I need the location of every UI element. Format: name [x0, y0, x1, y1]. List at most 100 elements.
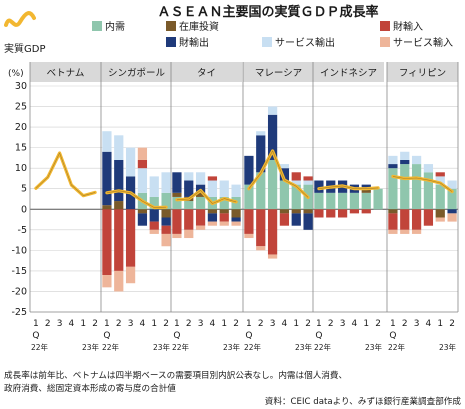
bar-gx-p3-q6: [231, 217, 241, 222]
gdp-line-p2: [105, 189, 168, 210]
bar-gm-p2-q2: [114, 209, 124, 271]
bar-gx-p6-q6: [447, 209, 457, 214]
bar-sm-p6-q2: [400, 229, 410, 234]
bar-dom-p6-q6: [447, 188, 457, 210]
panel-header-3: [171, 62, 242, 82]
bar-gm-p5-q3: [337, 209, 348, 218]
x-quarter-label: Q: [173, 331, 180, 341]
bar-dom-p6-q5: [435, 184, 445, 210]
bar-gx-p3-q3: [195, 184, 206, 193]
gdp-line-outline-p4: [248, 150, 309, 198]
bar-sx-p4-q2: [256, 131, 266, 136]
x-year-label: 22年: [102, 342, 120, 352]
x-year-label: 23年: [153, 342, 171, 352]
bar-sx-p6-q2: [400, 151, 410, 160]
x-tick-label: 3: [414, 319, 420, 329]
gdp-line-outline-p2: [106, 190, 167, 208]
x-tick-label: 3: [198, 319, 204, 329]
gdp-line-p5: [317, 184, 380, 191]
bar-inv-p3-q6: [231, 209, 241, 218]
bar-dom-p5-q3: [337, 192, 348, 210]
x-tick-label: 4: [352, 319, 358, 329]
bar-sx-p3-q2: [184, 172, 194, 181]
x-tick-label: 3: [128, 319, 134, 329]
bar-dom-p2-q5: [149, 196, 159, 210]
bar-gm-p5-q4: [349, 209, 360, 214]
source-note: 資料：CEIC dataより、みずほ銀行産業調査部作成: [265, 395, 462, 407]
bar-gm-p5-q2: [326, 209, 336, 218]
x-tick-label: 1: [246, 319, 252, 329]
bar-dom-p4-q2: [256, 172, 266, 210]
x-tick-label: 2: [186, 319, 192, 329]
bar-inv-p2-q6: [161, 209, 171, 218]
bar-inv-p3-q3: [195, 192, 206, 197]
bar-sm-p2-q2: [114, 270, 124, 292]
bar-sm-p4-q1: [244, 233, 254, 239]
bar-sm-p3-q4: [207, 221, 218, 226]
x-year-label: 23年: [82, 342, 100, 352]
bar-dom-p4-q3: [267, 159, 278, 210]
legend-swatch-inv: [166, 21, 176, 31]
y-tick-label: 5: [21, 184, 27, 195]
x-year-label: 23年: [223, 342, 241, 352]
bar-sx-p4-q4: [279, 164, 290, 169]
bar-sm-p2-q6: [161, 233, 171, 247]
bar-inv-p3-q4: [207, 209, 218, 214]
bar-dom-p6-q4: [423, 172, 434, 210]
bar-inv-p3-q1: [172, 192, 182, 197]
bar-sx-p6-q3: [411, 155, 422, 165]
y-tick-label: -15: [11, 266, 27, 277]
bar-gx-p3-q1: [172, 172, 182, 193]
bar-sx-p2-q5: [149, 176, 159, 197]
gdp-legend-label: 実質GDP: [4, 42, 45, 55]
x-tick-label: 3: [340, 319, 346, 329]
bar-inv-p2-q4: [137, 209, 148, 214]
panel-header-2: [101, 62, 172, 82]
bar-sm-p6-q3: [411, 229, 422, 234]
x-quarter-label: Q: [103, 331, 110, 341]
bar-sx-p3-q6: [231, 184, 241, 197]
x-year-label: 23年: [295, 342, 313, 352]
bar-dom-p5-q4: [349, 192, 360, 210]
bar-sx-p6-q6: [447, 180, 457, 189]
panel-title-1: ベトナム: [47, 68, 85, 79]
bar-dom-p4-q4: [279, 180, 290, 210]
gdp-line-p4: [247, 149, 310, 199]
x-tick-label: 3: [270, 319, 276, 329]
bar-gx-p2-q1: [102, 151, 112, 206]
bar-gx-p2-q4: [137, 213, 148, 226]
bar-sx-p2-q1: [102, 131, 112, 152]
bar-sm-p2-q5: [149, 229, 159, 234]
legend-label-sx: サービス輸出: [275, 36, 335, 49]
bar-gm-p5-q5: [361, 209, 371, 214]
y-unit-label: (%): [8, 69, 24, 79]
x-year-label: 23年: [365, 342, 383, 352]
bar-sm-p2-q4: [137, 147, 148, 160]
bar-gx-p4-q3: [267, 114, 278, 160]
x-tick-label: 2: [116, 319, 122, 329]
y-tick-label: 15: [15, 143, 27, 154]
bar-sx-p2-q3: [125, 147, 136, 177]
bar-dom-p6-q3: [411, 164, 422, 210]
bar-inv-p5-q5: [361, 188, 371, 193]
bar-gx-p2-q2: [114, 159, 124, 202]
bar-sx-p3-q5: [219, 180, 229, 197]
legend-label-dom: 内需: [105, 20, 125, 33]
bar-gm-p3-q1: [172, 209, 182, 234]
y-tick-label: 20: [15, 122, 27, 133]
gdp-line-outline-p6: [392, 176, 453, 192]
bar-gm-p6-q3: [411, 209, 422, 230]
bar-sx-p2-q4: [137, 168, 148, 193]
bar-gx-p5-q5: [361, 184, 371, 189]
x-year-label: 23年: [439, 342, 457, 352]
bar-inv-p6-q5: [435, 209, 445, 218]
bar-gx-p2-q6: [161, 217, 171, 226]
x-tick-label: 4: [210, 319, 216, 329]
bar-gm-p6-q4: [423, 209, 434, 226]
x-tick-label: 1: [316, 319, 322, 329]
x-tick-label: 1: [174, 319, 180, 329]
bar-inv-p6-q1: [388, 209, 398, 214]
x-tick-label: 2: [402, 319, 408, 329]
bar-inv-p4-q5: [291, 209, 301, 214]
bar-inv-p2-q1: [102, 205, 112, 210]
